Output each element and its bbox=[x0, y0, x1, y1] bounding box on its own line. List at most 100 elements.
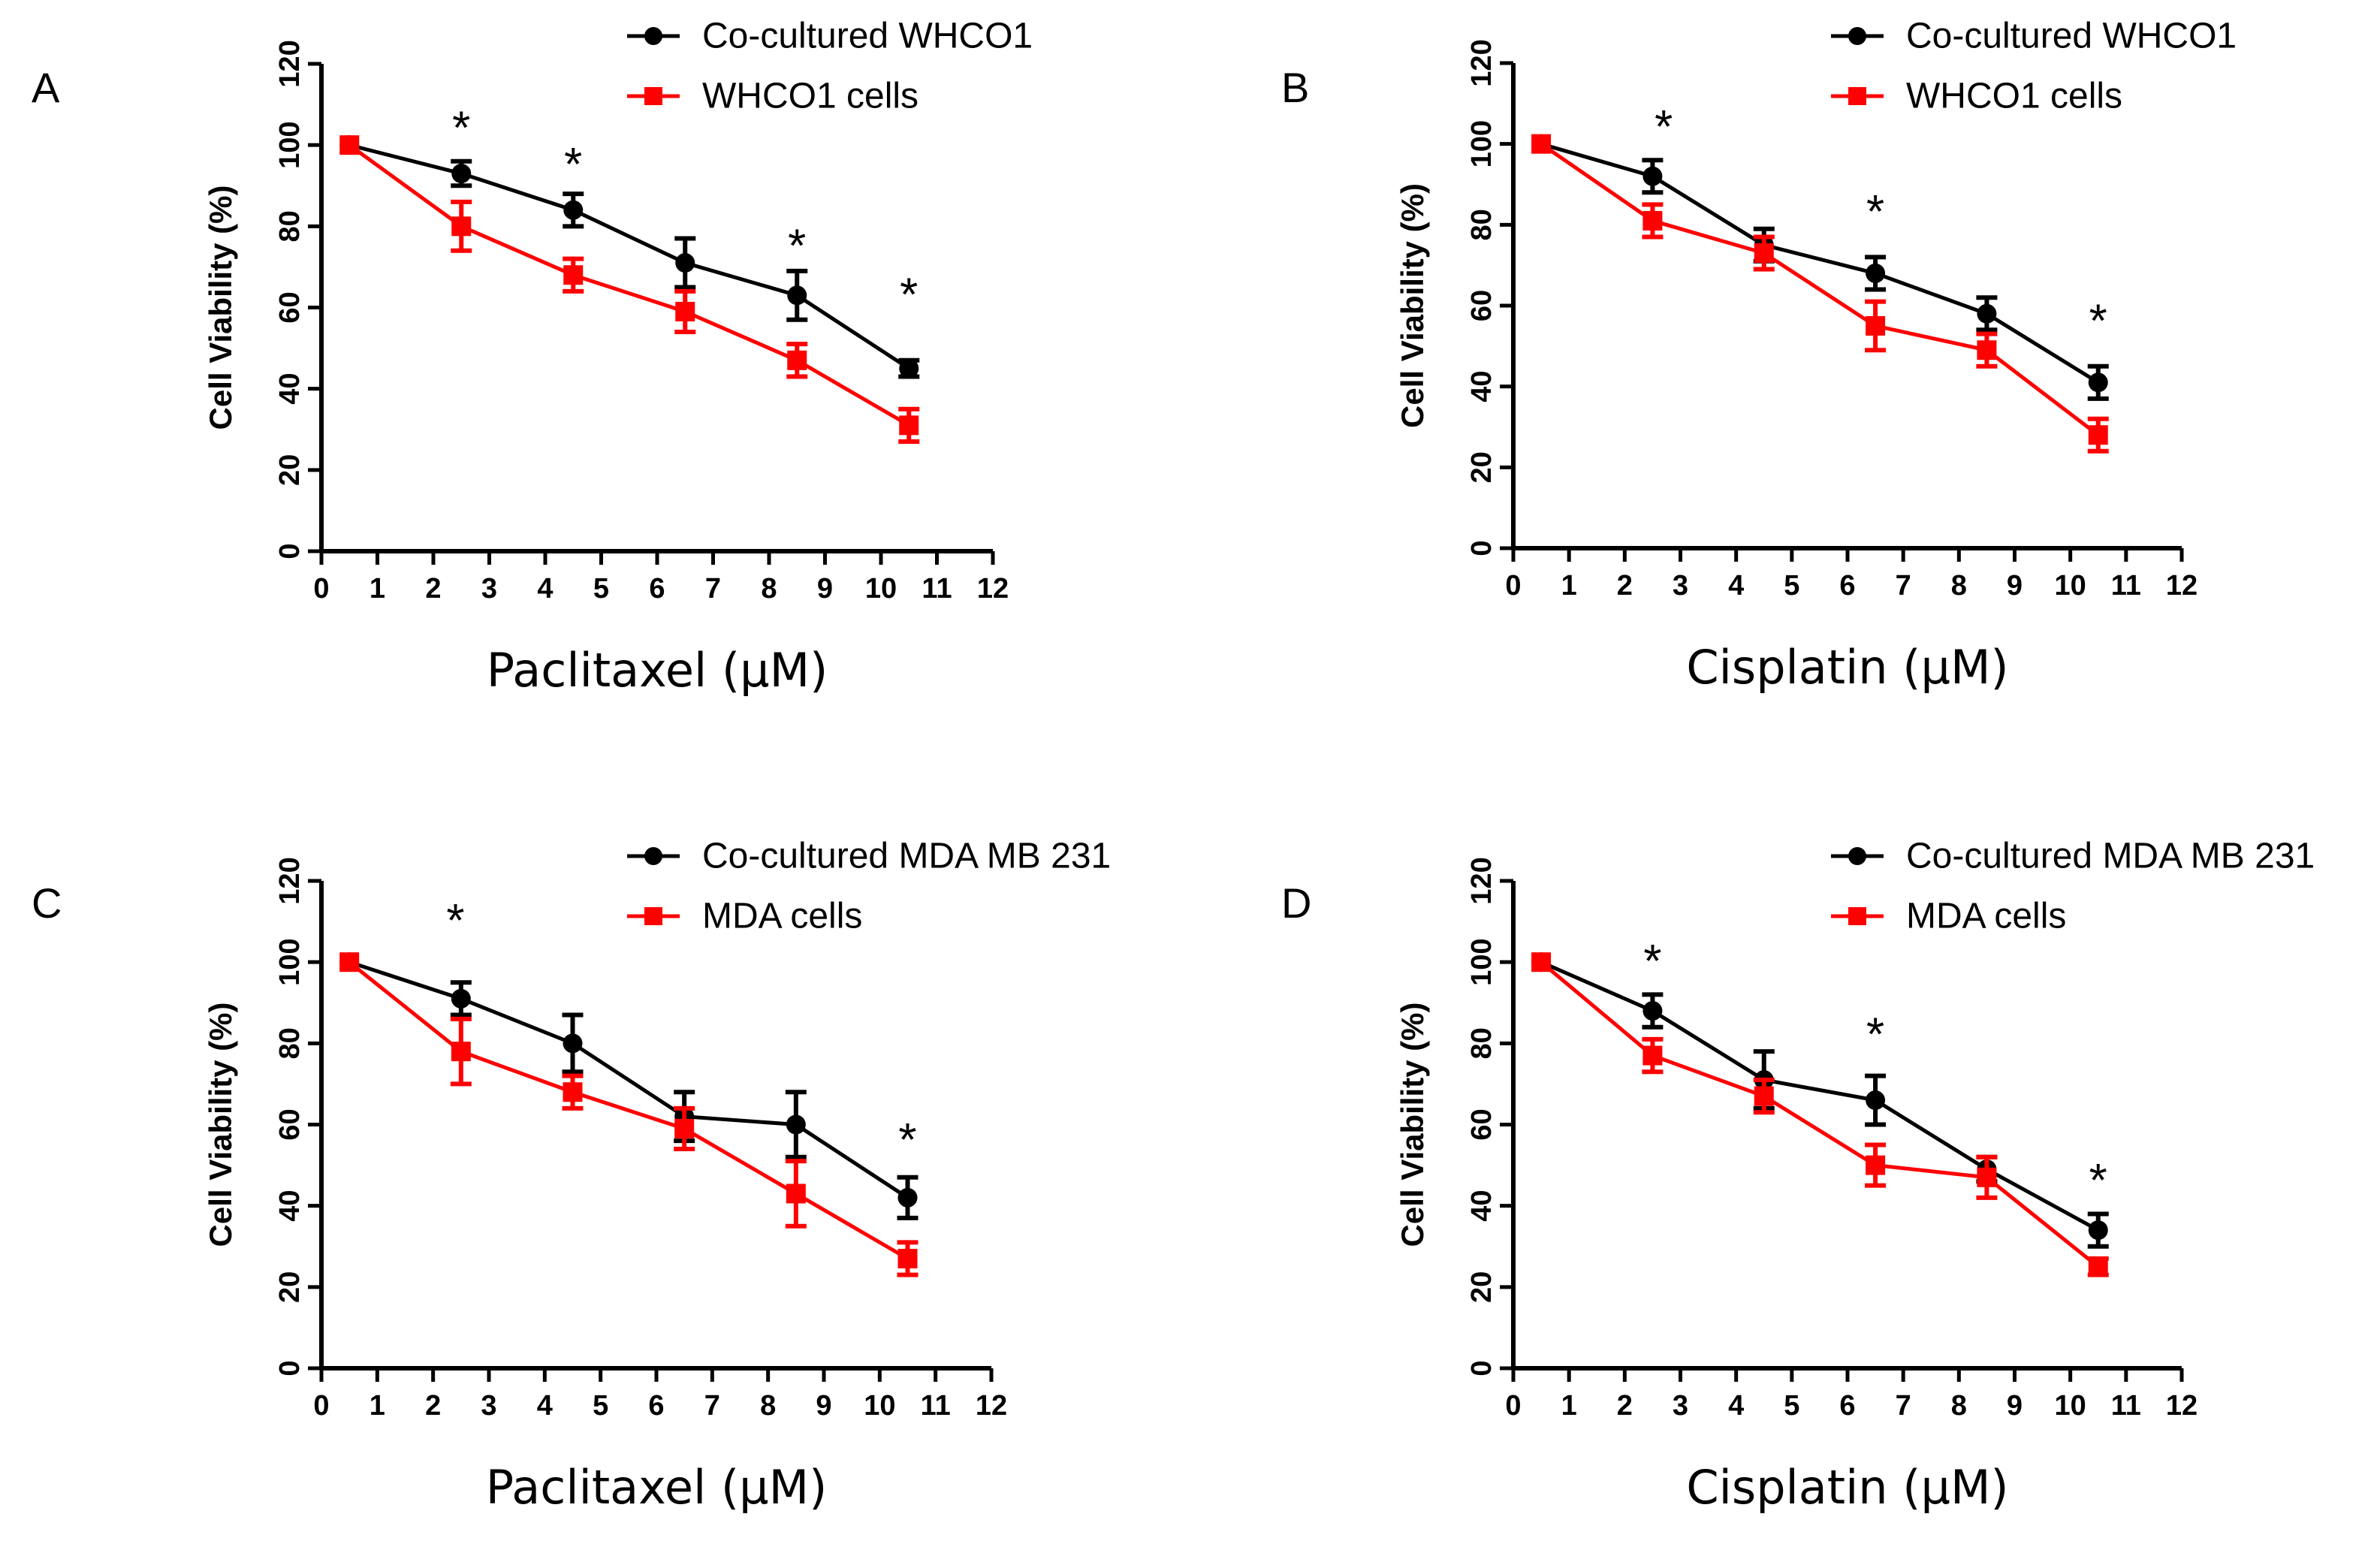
series-line bbox=[1540, 142, 2100, 437]
y-tick-label: 60 bbox=[1466, 290, 1498, 321]
x-tick-label: 3 bbox=[1673, 1390, 1688, 1422]
significance-asterisk: * bbox=[788, 220, 806, 272]
data-point bbox=[2088, 1256, 2108, 1277]
y-tick-label: 120 bbox=[1466, 39, 1498, 86]
y-tick-label: 80 bbox=[1466, 209, 1498, 240]
x-tick-label: 7 bbox=[1896, 570, 1911, 602]
legend-marker bbox=[644, 87, 662, 105]
x-tick-label: 8 bbox=[1951, 1390, 1967, 1422]
series-co-cultured bbox=[1531, 952, 2109, 1249]
legend-label: Co-cultured WHCO1 bbox=[702, 17, 1033, 56]
data-point bbox=[1977, 303, 1997, 324]
data-point bbox=[787, 285, 807, 306]
y-tick-label: 80 bbox=[274, 210, 306, 242]
x-tick-label: 1 bbox=[370, 573, 385, 605]
data-point bbox=[1642, 1045, 1663, 1066]
data-point bbox=[1754, 243, 1774, 264]
panel-label: C bbox=[32, 879, 62, 927]
x-tick-label: 0 bbox=[1505, 570, 1521, 602]
x-tick-label: 10 bbox=[864, 1390, 895, 1422]
y-tick-label: 0 bbox=[274, 1360, 306, 1376]
x-tick-label: 6 bbox=[1839, 570, 1855, 602]
data-point bbox=[899, 415, 919, 436]
x-tick-label: 10 bbox=[865, 573, 897, 605]
series-monoculture bbox=[1531, 952, 2109, 1277]
x-axis-title: Cisplatin (μM) bbox=[1686, 640, 2008, 695]
x-tick-label: 3 bbox=[1673, 570, 1688, 602]
data-point bbox=[563, 1082, 583, 1102]
x-tick-label: 4 bbox=[537, 573, 553, 605]
x-tick-label: 2 bbox=[1617, 1390, 1633, 1422]
data-point bbox=[1531, 134, 1552, 154]
data-point bbox=[1754, 1086, 1774, 1106]
series-line bbox=[348, 143, 910, 370]
legend-label: MDA cells bbox=[1906, 897, 2066, 936]
x-tick-label: 9 bbox=[2007, 570, 2023, 602]
x-tick-label: 1 bbox=[1561, 570, 1577, 602]
data-point bbox=[2088, 1220, 2108, 1241]
x-tick-label: 3 bbox=[481, 573, 497, 605]
x-tick-label: 11 bbox=[922, 573, 952, 605]
series-co-cultured bbox=[339, 952, 919, 1220]
y-tick-label: 40 bbox=[1466, 1190, 1498, 1222]
data-point bbox=[786, 1114, 806, 1135]
x-tick-label: 7 bbox=[704, 1390, 720, 1422]
x-tick-label: 5 bbox=[593, 573, 609, 605]
x-tick-label: 0 bbox=[313, 1390, 329, 1422]
data-point bbox=[675, 301, 695, 321]
x-tick-label: 10 bbox=[2055, 570, 2086, 602]
data-point bbox=[675, 253, 695, 273]
x-tick-label: 12 bbox=[976, 1390, 1007, 1422]
data-point bbox=[563, 1033, 583, 1054]
x-tick-label: 12 bbox=[2166, 570, 2198, 602]
data-point bbox=[1866, 1155, 1886, 1175]
data-point bbox=[1866, 1090, 1886, 1111]
significance-asterisk: * bbox=[1643, 936, 1661, 988]
legend-marker bbox=[1848, 847, 1866, 865]
y-tick-label: 40 bbox=[274, 373, 306, 405]
panel-label: B bbox=[1281, 64, 1309, 111]
series-co-cultured bbox=[1531, 134, 2109, 401]
legend-marker bbox=[1848, 87, 1866, 105]
y-tick-label: 80 bbox=[274, 1027, 306, 1059]
y-tick-label: 20 bbox=[274, 1271, 306, 1303]
legend-label: MDA cells bbox=[702, 897, 862, 936]
legend-label: Co-cultured MDA MB 231 bbox=[702, 837, 1111, 876]
legend-label: WHCO1 cells bbox=[1906, 77, 2122, 116]
x-tick-label: 9 bbox=[817, 573, 833, 605]
significance-asterisk: * bbox=[1866, 1009, 1884, 1061]
series-co-cultured bbox=[339, 135, 920, 379]
y-axis-title: Cell Viability (%) bbox=[1395, 1003, 1430, 1247]
y-tick-label: 60 bbox=[1466, 1108, 1498, 1140]
legend-label: Co-cultured MDA MB 231 bbox=[1906, 837, 2315, 876]
series-line bbox=[1540, 960, 2100, 1268]
data-point bbox=[451, 216, 472, 237]
significance-asterisk: * bbox=[564, 139, 582, 191]
series-monoculture bbox=[339, 952, 919, 1277]
significance-asterisk: * bbox=[1866, 186, 1884, 238]
y-tick-label: 60 bbox=[274, 291, 306, 323]
y-tick-label: 120 bbox=[274, 857, 306, 904]
legend-marker bbox=[1848, 907, 1866, 925]
x-tick-label: 6 bbox=[648, 1390, 664, 1422]
legend-marker bbox=[644, 27, 662, 45]
x-tick-label: 5 bbox=[1784, 570, 1799, 602]
x-tick-label: 1 bbox=[370, 1390, 385, 1422]
significance-asterisk: * bbox=[900, 269, 918, 321]
x-tick-label: 6 bbox=[1839, 1390, 1855, 1422]
data-point bbox=[787, 350, 807, 370]
data-point bbox=[563, 265, 584, 285]
significance-asterisk: * bbox=[1655, 101, 1673, 153]
x-tick-label: 8 bbox=[761, 573, 777, 605]
y-axis-title: Cell Viability (%) bbox=[1395, 183, 1430, 428]
legend-marker bbox=[644, 907, 662, 925]
significance-asterisk: * bbox=[452, 103, 470, 155]
y-tick-label: 100 bbox=[274, 121, 306, 168]
y-tick-label: 20 bbox=[274, 454, 306, 486]
data-point bbox=[1866, 263, 1886, 283]
x-axis-title: Paclitaxel (μM) bbox=[486, 1460, 828, 1515]
data-point bbox=[339, 135, 360, 155]
data-point bbox=[1642, 1001, 1663, 1021]
significance-asterisk: * bbox=[2089, 296, 2107, 348]
